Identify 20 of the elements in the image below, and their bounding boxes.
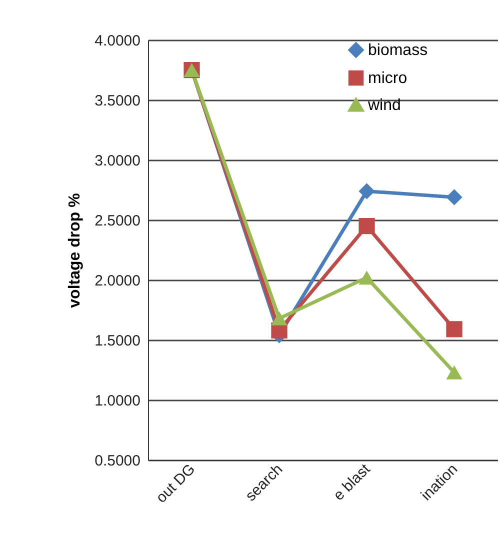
- point: [358, 218, 375, 234]
- point: [446, 365, 462, 380]
- y-tick-label: 2.5000: [94, 212, 140, 230]
- legend-label: biomass: [368, 42, 428, 59]
- y-tick-label: 1.0000: [94, 392, 140, 410]
- y-tick-label: 3.0000: [94, 152, 140, 170]
- legend-label: wind: [367, 97, 401, 114]
- point: [446, 189, 462, 206]
- y-tick-label: 2.0000: [94, 272, 140, 290]
- point: [446, 321, 462, 338]
- y-tick-label: 4.0000: [94, 32, 140, 50]
- y-tick-label: 1.5000: [94, 332, 140, 350]
- x-tick-label: out DG: [152, 460, 199, 506]
- point: [358, 183, 375, 200]
- y-tick-label: 3.5000: [94, 92, 140, 110]
- y-tick-label: 0.5000: [94, 452, 140, 470]
- point: [271, 311, 288, 326]
- legend-label: micro: [368, 70, 408, 87]
- y-axis-title: voltage drop %: [66, 193, 84, 308]
- point: [358, 270, 375, 285]
